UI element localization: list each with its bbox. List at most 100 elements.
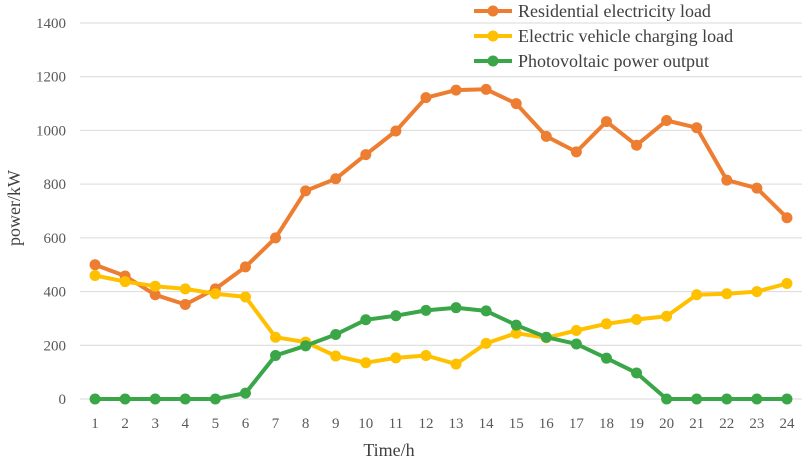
data-point	[360, 357, 372, 369]
data-point	[390, 352, 402, 364]
legend-label: Electric vehicle charging load	[518, 26, 733, 46]
data-point	[209, 288, 221, 300]
y-tick-label: 600	[44, 231, 67, 247]
x-tick-label: 11	[389, 416, 403, 432]
data-point	[721, 393, 733, 405]
data-point	[209, 393, 221, 405]
x-axis-ticks: 1 2 3 4 5 6 7 8 9 10 11 12 13 14 15 16 17 18 19 20 21 22 23 24	[91, 416, 795, 432]
data-point	[751, 286, 763, 298]
data-point	[540, 130, 552, 142]
data-point	[570, 325, 582, 337]
data-point	[450, 302, 462, 314]
x-tick-label: 14	[479, 416, 495, 432]
x-tick-label: 12	[418, 416, 433, 432]
data-point	[360, 149, 372, 161]
x-tick-label: 1	[91, 416, 99, 432]
data-point	[179, 393, 191, 405]
data-point	[450, 84, 462, 96]
data-point	[661, 114, 673, 126]
x-tick-label: 5	[212, 416, 220, 432]
x-tick-label: 23	[749, 416, 764, 432]
data-point	[239, 291, 251, 303]
data-point	[781, 393, 793, 405]
series-line	[93, 305, 789, 401]
x-tick-label: 24	[779, 416, 795, 432]
x-tick-label: 6	[242, 416, 250, 432]
x-tick-label: 7	[272, 416, 280, 432]
data-point	[360, 314, 372, 326]
data-point	[420, 349, 432, 361]
data-point	[480, 83, 492, 95]
data-point	[631, 314, 643, 326]
y-tick-label: 1000	[36, 123, 66, 139]
data-point	[330, 329, 342, 341]
data-point	[570, 146, 582, 158]
data-point	[480, 305, 492, 317]
data-point	[149, 393, 161, 405]
x-tick-label: 15	[509, 416, 524, 432]
data-point	[239, 261, 251, 273]
data-point	[330, 350, 342, 362]
data-point	[300, 185, 312, 197]
data-point	[751, 182, 763, 194]
x-tick-label: 19	[629, 416, 644, 432]
x-axis-title: Time/h	[363, 440, 414, 459]
data-point	[450, 358, 462, 370]
legend-swatch-marker	[487, 55, 499, 67]
legend-item: Electric vehicle charging load	[474, 26, 733, 46]
data-point	[270, 232, 282, 244]
data-point	[661, 393, 673, 405]
legend-item: Residential electricity load	[474, 1, 711, 21]
series-lines	[89, 83, 793, 405]
x-tick-label: 22	[719, 416, 734, 432]
legend-item: Photovoltaic power output	[474, 51, 709, 71]
data-point	[420, 92, 432, 104]
data-point	[570, 338, 582, 350]
data-point	[600, 352, 612, 364]
data-point	[721, 288, 733, 300]
data-point	[691, 122, 703, 134]
data-point	[89, 393, 101, 405]
data-point	[751, 393, 763, 405]
data-point	[781, 212, 793, 224]
y-tick-label: 0	[59, 392, 67, 408]
data-point	[300, 340, 312, 352]
legend-swatch-marker	[487, 30, 499, 42]
x-tick-label: 3	[151, 416, 159, 432]
x-tick-label: 9	[332, 416, 340, 432]
grid-lines	[80, 22, 802, 400]
data-point	[119, 276, 131, 288]
data-point	[270, 349, 282, 361]
data-point	[149, 289, 161, 301]
data-point	[631, 367, 643, 379]
data-point	[631, 139, 643, 151]
data-point	[540, 331, 552, 343]
series-line	[93, 87, 789, 307]
x-tick-label: 2	[121, 416, 129, 432]
data-point	[691, 289, 703, 301]
data-point	[239, 387, 251, 399]
series-2	[89, 269, 793, 370]
data-point	[330, 173, 342, 185]
data-point	[480, 337, 492, 349]
data-point	[119, 393, 131, 405]
x-tick-label: 16	[539, 416, 555, 432]
data-point	[781, 278, 793, 290]
x-tick-label: 8	[302, 416, 310, 432]
data-point	[179, 283, 191, 295]
y-tick-label: 1200	[36, 70, 66, 86]
data-point	[420, 304, 432, 316]
data-point	[510, 319, 522, 331]
data-point	[89, 259, 101, 271]
y-tick-label: 200	[44, 338, 67, 354]
series-line	[93, 273, 789, 367]
series-1	[89, 83, 793, 310]
legend-label: Residential electricity load	[518, 1, 711, 21]
data-point	[89, 269, 101, 281]
legend-label: Photovoltaic power output	[518, 51, 709, 71]
data-point	[390, 310, 402, 322]
data-point	[691, 393, 703, 405]
x-tick-label: 17	[569, 416, 585, 432]
data-point	[661, 310, 673, 322]
